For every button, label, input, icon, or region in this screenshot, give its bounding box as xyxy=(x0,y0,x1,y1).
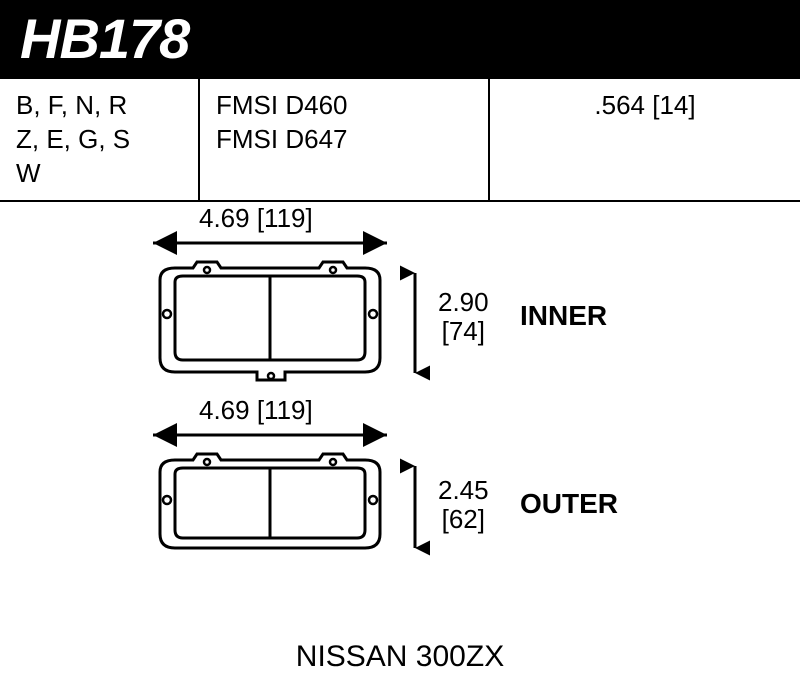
outer-height-label: 2.45 [62] xyxy=(438,476,489,533)
diagram-area: 4.69 [119] 2.90 [74] INNER 4.69 xyxy=(0,210,800,680)
header-bar: HB178 xyxy=(0,0,800,79)
part-number: HB178 xyxy=(20,6,780,71)
thickness-value: .564 [14] xyxy=(490,79,800,200)
inner-height-label: 2.90 [74] xyxy=(438,288,489,345)
inner-height-arrow xyxy=(400,265,430,381)
compounds-list: B, F, N, R Z, E, G, S W xyxy=(0,79,200,200)
inner-height-in: 2.90 xyxy=(438,287,489,317)
inner-width-label: 4.69 [119] xyxy=(195,204,317,233)
spec-row: B, F, N, R Z, E, G, S W FMSI D460 FMSI D… xyxy=(0,79,800,202)
outer-height-arrow xyxy=(400,458,430,556)
fmsi-code-1: FMSI D460 xyxy=(216,89,472,123)
inner-height-mm: [74] xyxy=(442,316,485,346)
vehicle-name: NISSAN 300ZX xyxy=(0,640,800,674)
inner-name: INNER xyxy=(520,300,607,332)
outer-height-in: 2.45 xyxy=(438,475,489,505)
outer-height-mm: [62] xyxy=(442,504,485,534)
fmsi-code-2: FMSI D647 xyxy=(216,123,472,157)
outer-width-label: 4.69 [119] xyxy=(195,396,317,425)
fmsi-codes: FMSI D460 FMSI D647 xyxy=(200,79,490,200)
inner-pad-outline xyxy=(145,260,395,390)
outer-pad-outline xyxy=(145,452,395,562)
outer-name: OUTER xyxy=(520,488,618,520)
